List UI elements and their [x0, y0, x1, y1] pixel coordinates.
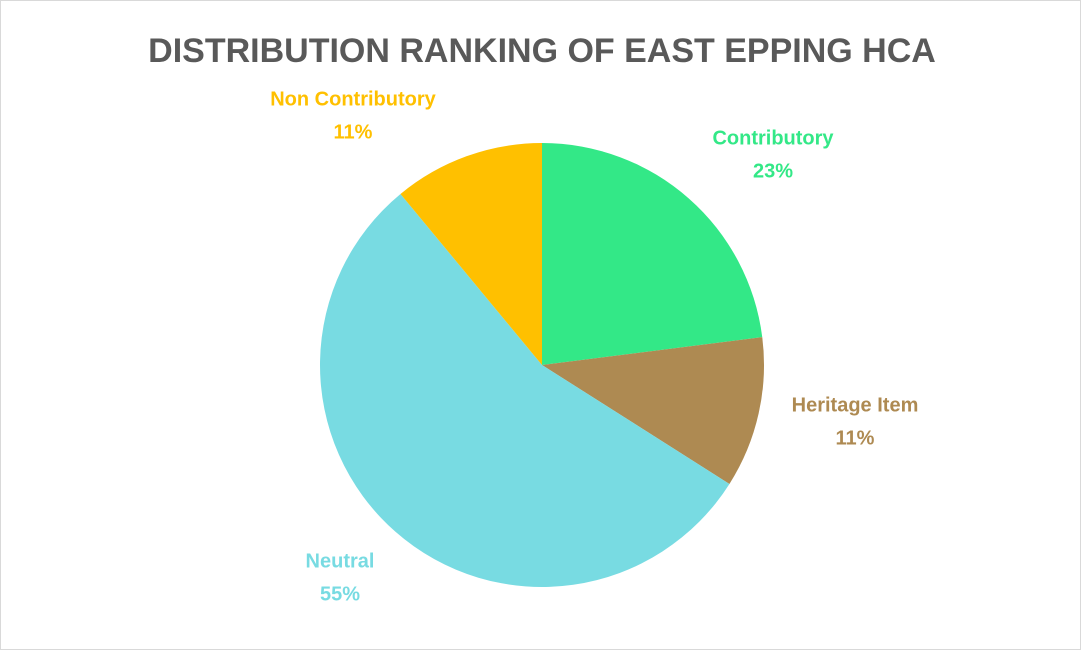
slice-category-label: Neutral [306, 550, 375, 572]
slice-value-label: 11% [836, 427, 875, 449]
pie-slice [542, 143, 763, 365]
slice-category-label: Contributory [712, 127, 834, 149]
pie-slice [400, 143, 542, 365]
pie-slice [542, 337, 764, 484]
slice-category-label: Heritage Item [792, 394, 919, 416]
slice-value-label: 11% [334, 121, 373, 143]
slice-category-label: Non Contributory [270, 88, 436, 110]
chart-title: DISTRIBUTION RANKING OF EAST EPPING HCA [148, 32, 936, 70]
slice-value-label: 23% [753, 160, 793, 182]
pie-slice [320, 193, 730, 588]
slice-value-label: 55% [320, 583, 360, 605]
